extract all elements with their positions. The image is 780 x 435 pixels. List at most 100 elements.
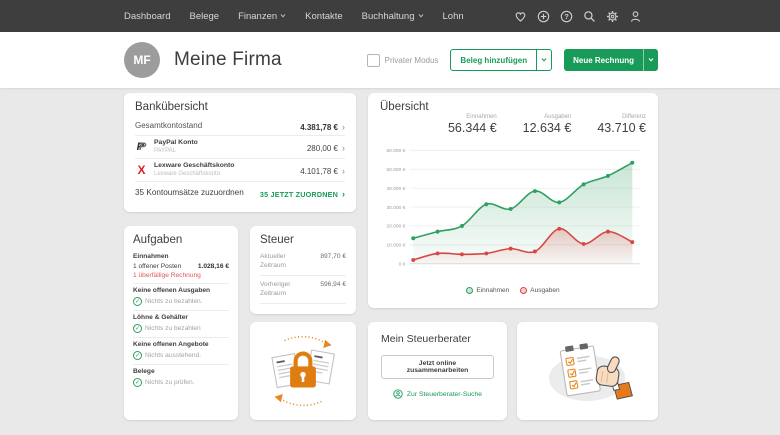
tasks-title: Aufgaben [133,234,183,246]
account-value-group: 4.101,78 € › [300,161,345,179]
divider [260,302,346,304]
assign-transactions-label: 35 Kontoumsätze zuzuordnen [135,188,244,197]
top-nav: Dashboard Belege Finanzen Kontakte Buchh… [0,0,780,32]
chevron-down-icon [648,58,654,62]
new-invoice-split-button: Neue Rechnung [564,49,658,71]
new-invoice-label: Neue Rechnung [573,55,634,65]
plus-circle-icon[interactable] [536,9,550,23]
private-mode-label: Privater Modus [384,55,439,65]
check-circle-icon: ✓ [133,351,142,360]
svg-text:20.000 €: 20.000 € [386,224,405,230]
account-value: 4.101,78 € [300,167,338,176]
task-section-header: Belege [133,368,155,375]
tax-advisor-card: Mein Steuerberater Jetzt online zusammen… [368,322,507,420]
divider [135,181,345,182]
private-mode-checkbox[interactable] [366,53,380,67]
nav-item-dashboard[interactable]: Dashboard [124,11,170,22]
advisor-search-icon [393,389,403,399]
task-section-belege: Belege ✓ Nichts zu prüfen. [133,365,229,391]
divider [133,310,229,311]
nav-item-label: Finanzen [238,10,278,22]
chevron-down-icon [280,14,286,18]
stat-label: Einnahmen [466,114,497,120]
bank-account-row-lexware[interactable]: X Lexware Geschäftskonto Lexware Geschäf… [135,159,345,181]
task-status-row: ✓ Nichts zu bezahlen. [133,297,229,306]
help-icon[interactable]: ? [559,9,573,23]
overview-title: Übersicht [380,101,429,113]
nav-item-belege[interactable]: Belege [189,11,219,22]
chevron-down-icon [418,14,423,18]
private-mode-toggle[interactable]: Privater Modus [366,53,439,67]
account-name: PayPal Konto [154,139,198,147]
stat-einnahmen: Einnahmen 56.344 € [448,114,497,135]
chevron-right-icon: › [342,188,345,199]
tax-period-label: Aktueller Zeitraum [260,253,287,269]
user-icon[interactable] [628,9,642,23]
account-subtitle: PAYPAL [154,147,177,154]
open-item-row[interactable]: 1 offener Posten 1.028,16 € [133,263,229,270]
settings-icon[interactable] [605,9,619,23]
bank-total-value-group: 4.381,78 € › [300,117,345,135]
advisor-title: Mein Steuerberater [381,333,471,345]
collaborate-online-button[interactable]: Jetzt online zusammenarbeiten [381,355,494,379]
task-status-text: Nichts ausstehend. [145,352,202,359]
divider [135,135,345,136]
legend-label: Einnahmen [476,287,510,294]
tax-card: Steuer Aktueller Zeitraum 897,70 € Vorhe… [250,226,356,314]
open-item-value: 1.028,16 € [197,263,229,270]
bank-overview-title: Bankübersicht [135,101,208,113]
advisor-search-label: Zur Steuerberater-Suche [406,390,483,398]
new-invoice-button[interactable]: Neue Rechnung [564,49,643,71]
assign-transactions-row: 35 Kontoumsätze zuzuordnen 35 JETZT ZUOR… [135,182,345,203]
nav-item-label: Belege [189,10,220,22]
check-circle-icon: ✓ [133,297,142,306]
lexware-icon: X [137,162,146,177]
document-security-card[interactable] [250,322,356,420]
checklist-card[interactable] [517,322,658,420]
overview-card: Übersicht Einnahmen 56.344 € Ausgaben 12… [368,93,658,308]
legend-item-ausgaben: Ausgaben [520,287,560,294]
search-icon[interactable] [582,9,596,23]
overdue-invoice-link[interactable]: 1 überfällige Rechnung [133,272,201,279]
task-status-row: ✓ Nichts ausstehend. [133,351,229,360]
checklist-thumbs-up-illustration [548,343,633,401]
bank-overview-card: Bankübersicht Gesamtkontostand 4.381,78 … [124,93,356,212]
tasks-card: Aufgaben Einnahmen 1 offener Posten 1.02… [124,226,238,420]
bank-total-value: 4.381,78 € [300,122,338,132]
add-receipt-dropdown-button[interactable] [536,50,551,70]
assign-transactions-link[interactable]: 35 JETZT ZUORDNEN › [260,184,345,202]
assign-action-label: 35 JETZT ZUORDNEN [259,189,338,199]
account-value-group: 280,00 € › [307,138,345,156]
heart-icon[interactable] [513,9,527,23]
chevron-right-icon: › [342,166,345,176]
page-title: Meine Firma [174,49,282,70]
nav-item-kontakte[interactable]: Kontakte [305,11,343,22]
task-status-row: ✓ Nichts zu bezahlen [133,324,229,333]
nav-item-lohn[interactable]: Lohn [443,11,464,22]
account-subtitle: Lexware Geschäftskonto [154,170,221,177]
task-section-header: Löhne & Gehälter [133,314,188,321]
task-section-einnahmen: Einnahmen 1 offener Posten 1.028,16 € 1 … [133,250,229,283]
nav-item-finanzen[interactable]: Finanzen [238,11,286,22]
divider [260,274,346,276]
svg-text:30.000 €: 30.000 € [386,205,405,211]
add-receipt-button[interactable]: Beleg hinzufügen [451,50,536,70]
task-section-header: Keine offenen Ausgaben [133,287,211,294]
tax-period-label: Vorheriger Zeitraum [260,280,291,297]
overview-chart: 0 € 10.000 € 20.000 € 30.000 € 40.000 € 50.00… [386,148,641,268]
task-section-loehne: Löhne & Gehälter ✓ Nichts zu bezahlen [133,311,229,337]
nav-item-buchhaltung[interactable]: Buchhaltung [362,11,424,22]
svg-text:0 €: 0 € [399,262,406,268]
advisor-search-link[interactable]: Zur Steuerberater-Suche [381,389,494,399]
svg-text:10.000 €: 10.000 € [386,243,405,249]
task-section-angebote: Keine offenen Angebote ✓ Nichts ausstehe… [133,338,229,364]
nav-item-label: Buchhaltung [361,10,415,22]
legend-label: Ausgaben [530,287,560,294]
open-item-text: 1 offener Posten [133,263,182,270]
tax-row-current: Aktueller Zeitraum 897,70 € [260,248,346,275]
bank-total-row[interactable]: Gesamtkontostand 4.381,78 € › [135,116,345,135]
new-invoice-dropdown-button[interactable] [643,49,658,71]
nav-items: Dashboard Belege Finanzen Kontakte Buchh… [124,11,464,22]
